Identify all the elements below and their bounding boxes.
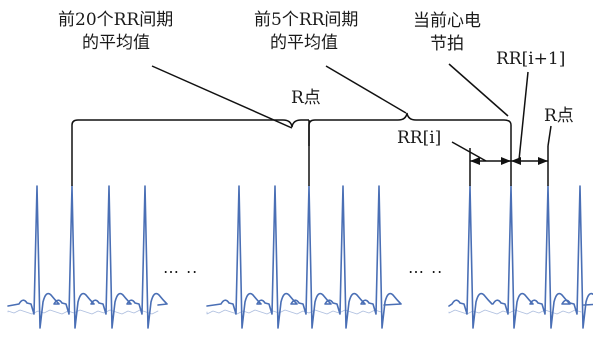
- label-r-point-left: R点: [291, 88, 321, 108]
- ecg-trace-segment-3: [448, 185, 593, 329]
- brace-avg5: [308, 112, 512, 146]
- arrowheads: [470, 157, 548, 165]
- ecg-noise-segment-2: [206, 309, 382, 315]
- label-r-point-right: R点: [544, 106, 574, 126]
- arrow-rr-next-left: [511, 157, 521, 165]
- ellipsis-right: … ..: [408, 258, 444, 277]
- arrow-rr-next-right: [538, 157, 548, 165]
- leader-avg5: [325, 65, 407, 114]
- label-avg20-line1: 前20个RR间期: [58, 10, 174, 30]
- annotation-lines: [71, 63, 552, 186]
- arrow-rr-i-left: [470, 157, 480, 165]
- ellipsis-left: … ..: [163, 258, 199, 277]
- leader-current: [448, 63, 509, 117]
- label-current-line1: 当前心电: [413, 11, 481, 31]
- arrow-rr-i-right: [501, 157, 511, 165]
- label-avg5-line1: 前5个RR间期: [254, 10, 359, 30]
- leader-rr-next: [518, 71, 529, 161]
- label-rr-next: RR[i+1]: [496, 49, 566, 69]
- ecg-trace-segment-2: [206, 185, 402, 329]
- label-rr-i: RR[i]: [397, 128, 442, 148]
- ecg-trace-segment-1: [7, 185, 168, 329]
- label-avg5-line2: 的平均值: [270, 33, 338, 53]
- leader-rr-i: [451, 141, 487, 162]
- leader-r-point-right: [547, 125, 552, 147]
- label-current-line2: 节拍: [430, 34, 464, 54]
- brace-avg20: [71, 119, 309, 146]
- ecg-noise-segment-3: [448, 309, 582, 315]
- ecg-traces: [7, 185, 593, 329]
- label-avg20-line2: 的平均值: [82, 33, 150, 53]
- leader-avg20: [151, 65, 293, 129]
- ecg-noise-segment-1: [7, 309, 159, 315]
